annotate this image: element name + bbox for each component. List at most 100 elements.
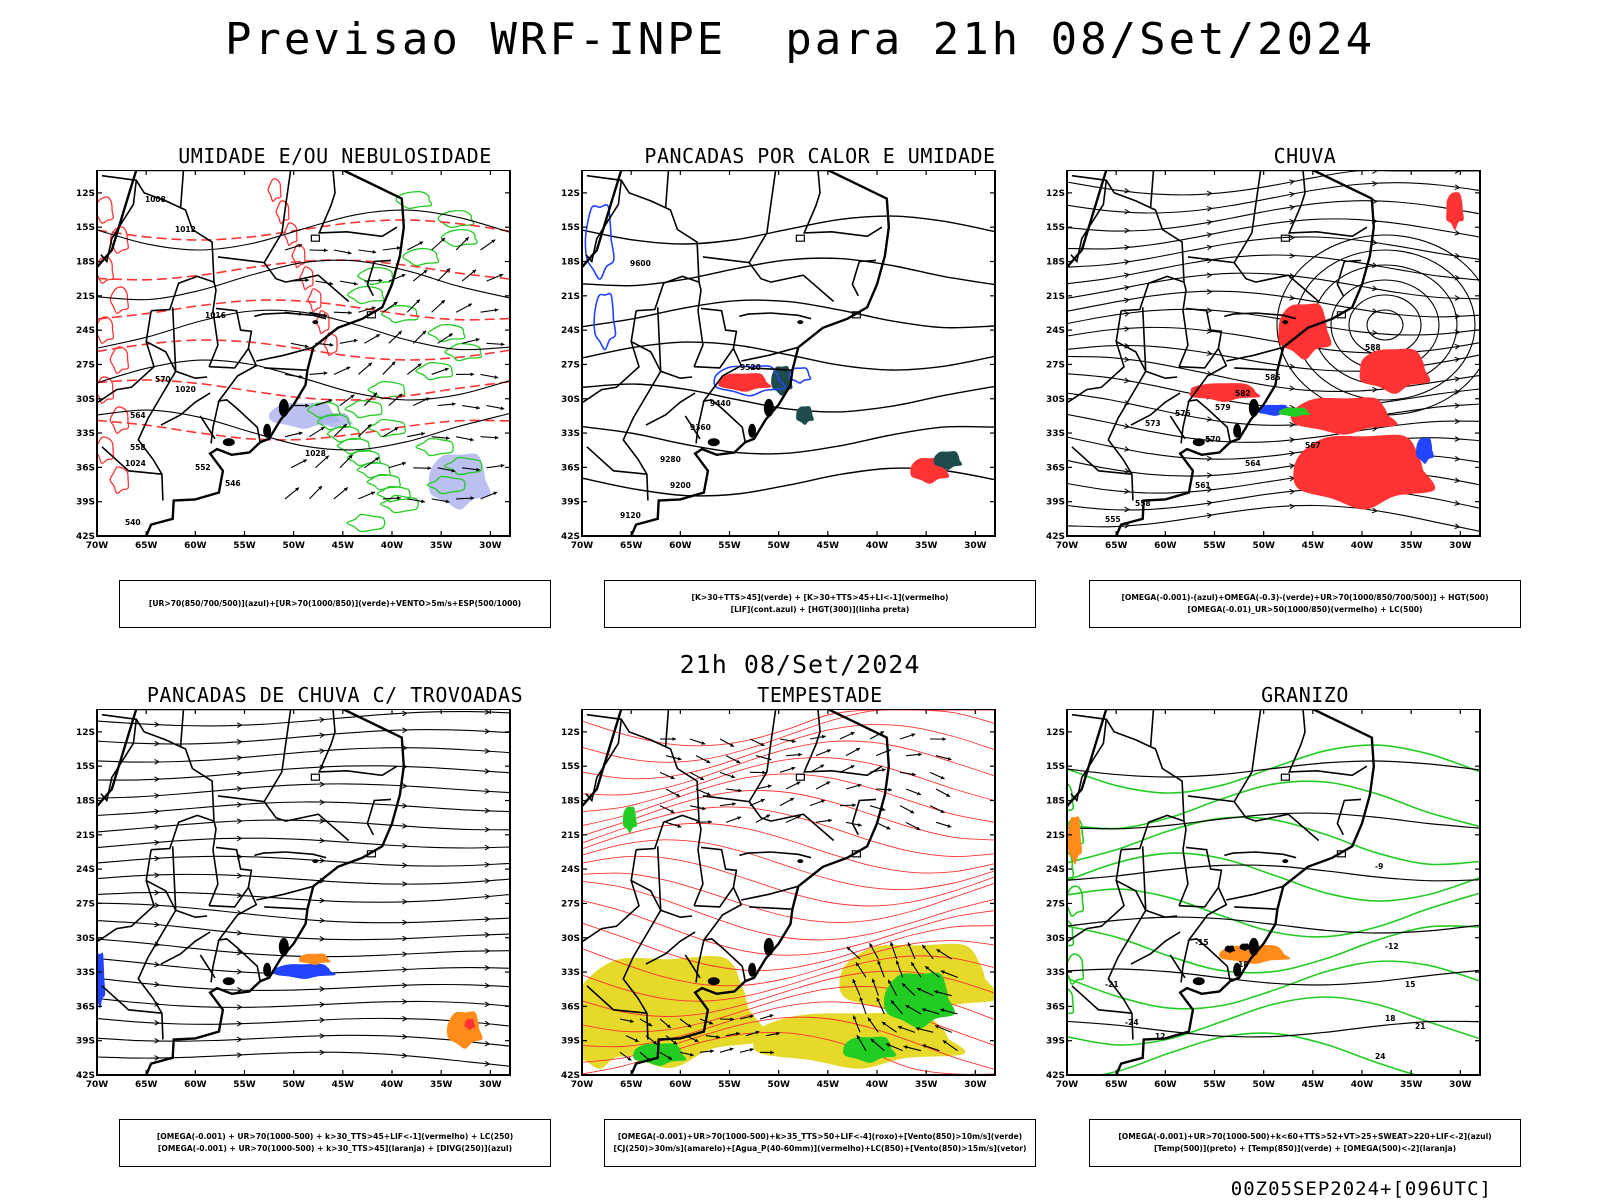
legend-box: [OMEGA(-0.001)-(azul)+OMEGA(-0.3)-(verde… — [1089, 580, 1521, 628]
lon-tick-label: 65W — [135, 541, 158, 551]
lon-tick-label: 30W — [964, 541, 987, 551]
lat-tick-label: 36S — [561, 1002, 580, 1012]
lat-tick-label: 42S — [561, 1071, 580, 1081]
lat-tick-label: 42S — [1046, 532, 1065, 542]
lon-tick-label: 65W — [620, 541, 643, 551]
legend-line: [OMEGA(-0.001)+UR>70(1000-500)+k>35_TTS>… — [617, 1132, 1023, 1141]
lat-tick-label: 42S — [76, 1071, 95, 1081]
contour-label: 1020 — [175, 385, 196, 394]
contour-label: 9200 — [670, 481, 691, 490]
legend-box: [OMEGA(-0.001)+UR>70(1000-500)+k>35_TTS>… — [604, 1119, 1036, 1167]
lat-tick-label: 42S — [561, 532, 580, 542]
lat-tick-label: 30S — [561, 934, 580, 944]
lat-tick-label: 15S — [76, 762, 95, 772]
legend-line: [CJ(250)>30m/s](amarelo)+[Agua_P(40-60mm… — [613, 1144, 1027, 1153]
contour-label: 546 — [225, 479, 241, 488]
lat-tick-label: 12S — [76, 189, 95, 199]
panel-title: CHUVA — [1273, 144, 1337, 168]
contour-label: 561 — [1195, 481, 1211, 490]
panel-trovoadas: PANCADAS DE CHUVA C/ TROVOADAS 12S 15S 18S 2… — [75, 683, 595, 1167]
panel-title: TEMPESTADE — [757, 683, 883, 707]
contour-label: 585 — [1265, 373, 1281, 382]
lat-tick-label: 27S — [561, 360, 580, 370]
lon-tick-label: 55W — [1203, 541, 1226, 551]
lat-tick-label: 39S — [561, 498, 580, 508]
lat-tick-label: 18S — [76, 797, 95, 807]
panel-granizo: GRANIZO -9 -12 -15 -18 -21 -24 12 15 18 21 24 12S 15S… — [1045, 683, 1565, 1167]
lon-tick-label: 40W — [381, 1080, 404, 1090]
legend-line: [UR>70(850/700/500)](azul)+[UR>70(1000/8… — [148, 599, 522, 608]
lon-tick-label: 40W — [866, 1080, 889, 1090]
lon-tick-label: 40W — [866, 541, 889, 551]
lon-tick-label: 45W — [1302, 541, 1325, 551]
lat-tick-label: 33S — [76, 968, 95, 978]
page-title: Previsao WRF-INPE para 21h 08/Set/2024 — [224, 14, 1376, 65]
contour-label: 1024 — [125, 459, 146, 468]
lat-tick-label: 12S — [76, 728, 95, 738]
lon-tick-label: 55W — [233, 541, 256, 551]
contour-label: 15 — [1405, 980, 1415, 989]
contour-label: 573 — [1145, 419, 1161, 428]
lon-tick-label: 70W — [86, 541, 109, 551]
legend-box: [OMEGA(-0.001)+UR>70(1000-500)+k<60+TTS>… — [1089, 1119, 1521, 1167]
lat-tick-label: 27S — [1046, 899, 1065, 909]
contour-label: 558 — [130, 443, 146, 452]
lat-tick-label: 15S — [561, 762, 580, 772]
lon-tick-label: 50W — [1252, 541, 1275, 551]
contour-label: 540 — [125, 518, 141, 527]
contour-label: 570 — [155, 375, 171, 384]
lon-tick-label: 60W — [184, 541, 207, 551]
contour-label: -12 — [1385, 942, 1399, 951]
contour-label: 552 — [195, 463, 211, 472]
legend-line: [OMEGA(-0.001)-(azul)+OMEGA(-0.3)-(verde… — [1121, 593, 1489, 602]
panel-umidade: UMIDADE E/OU NEBULOSIDADE 1008 1012 1016 102… — [75, 144, 595, 628]
lat-tick-label: 21S — [561, 292, 580, 302]
lon-tick-label: 60W — [1154, 541, 1177, 551]
lat-tick-label: 18S — [76, 258, 95, 268]
run-timestamp: 00Z05SEP2024+[096UTC] — [1230, 1178, 1492, 1200]
panel-title: UMIDADE E/OU NEBULOSIDADE — [178, 144, 492, 168]
lat-tick-label: 39S — [1046, 498, 1065, 508]
panel-title: PANCADAS DE CHUVA C/ TROVOADAS — [146, 683, 524, 707]
contour-label: 579 — [1215, 403, 1231, 412]
map-layers: 1008 1012 1016 1020 1024 1028 570 564 558 552 546 5… — [97, 170, 510, 536]
lon-tick-label: 45W — [332, 541, 355, 551]
contour-label: 12 — [1155, 1032, 1165, 1041]
lon-tick-label: 60W — [1154, 1080, 1177, 1090]
lon-tick-label: 40W — [1351, 541, 1374, 551]
lon-tick-label: 35W — [1400, 541, 1423, 551]
contour-label: 576 — [1175, 409, 1191, 418]
lat-tick-label: 30S — [1046, 395, 1065, 405]
lat-tick-label: 33S — [1046, 968, 1065, 978]
map-layers — [582, 709, 995, 1075]
lat-tick-label: 39S — [1046, 1037, 1065, 1047]
legend-line: [OMEGA(-0.001) + UR>70(1000-500) + k>30_… — [156, 1132, 514, 1141]
lat-tick-label: 24S — [76, 326, 95, 336]
panel-chuva: CHUVA 588 585 582 579 576 573 570 567 564 561 558 55… — [1045, 144, 1565, 628]
lat-tick-label: 12S — [561, 728, 580, 738]
lon-tick-label: 45W — [817, 1080, 840, 1090]
row-title: 21h 08/Set/2024 — [679, 650, 921, 679]
contour-label: 9280 — [660, 455, 681, 464]
lat-tick-label: 27S — [76, 899, 95, 909]
lon-tick-label: 50W — [282, 541, 305, 551]
lat-tick-label: 27S — [76, 360, 95, 370]
lat-tick-label: 21S — [76, 292, 95, 302]
contour-label: 18 — [1385, 1014, 1395, 1023]
legend-line: [OMEGA(-0.01)_UR>50(1000/850)(vermelho) … — [1187, 605, 1423, 614]
lat-tick-label: 39S — [76, 1037, 95, 1047]
lon-tick-label: 30W — [964, 1080, 987, 1090]
lat-tick-label: 24S — [561, 326, 580, 336]
lat-tick-label: 42S — [1046, 1071, 1065, 1081]
lat-tick-label: 30S — [76, 395, 95, 405]
lat-tick-label: 18S — [1046, 258, 1065, 268]
lon-tick-label: 45W — [817, 541, 840, 551]
contour-label: 582 — [1235, 389, 1251, 398]
contour-label: 9440 — [710, 399, 731, 408]
legend-line: [K>30+TTS>45](verde) + [K>30+TTS>45+LI<-… — [691, 593, 949, 602]
contour-label: 1016 — [205, 311, 226, 320]
